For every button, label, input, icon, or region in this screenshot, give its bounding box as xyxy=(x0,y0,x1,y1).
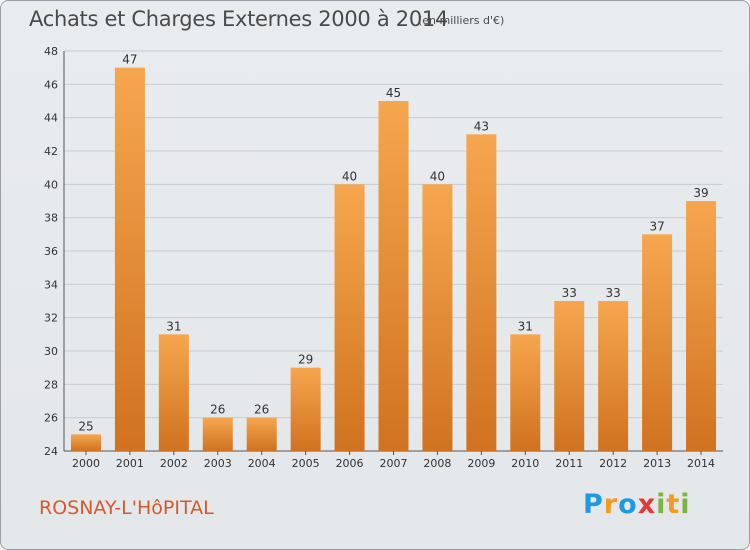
logo-letter: i xyxy=(680,489,691,520)
bar-2008 xyxy=(422,184,453,452)
logo-letter: i xyxy=(656,489,667,520)
x-tick-label-2014: 2014 xyxy=(687,457,715,470)
x-tick-label-2008: 2008 xyxy=(423,457,451,470)
data-label-2013: 37 xyxy=(649,219,664,233)
y-tick-label: 24 xyxy=(44,445,58,458)
bar-2004 xyxy=(246,417,277,451)
town-name: ROSNAY-L'HôPITAL xyxy=(39,497,214,519)
bar-2006 xyxy=(334,184,365,452)
bar-2013 xyxy=(642,234,673,451)
x-tick-label-2012: 2012 xyxy=(599,457,627,470)
y-tick-label: 28 xyxy=(44,378,58,391)
y-tick-label: 32 xyxy=(44,312,58,325)
proxiti-logo: Proxiti xyxy=(583,489,691,520)
data-label-2002: 31 xyxy=(166,319,181,333)
data-label-2003: 26 xyxy=(210,403,225,417)
bar-2010 xyxy=(510,334,541,451)
y-tick-label: 36 xyxy=(44,245,58,258)
logo-letter: P xyxy=(583,489,604,520)
data-label-2006: 40 xyxy=(342,169,357,183)
bar-2011 xyxy=(554,301,585,451)
y-tick-label: 48 xyxy=(44,45,58,58)
y-tick-label: 46 xyxy=(44,78,58,91)
x-tick-label-2003: 2003 xyxy=(204,457,232,470)
x-tick-label-2005: 2005 xyxy=(292,457,320,470)
x-axis: 2000 2001 2002 2003 2004 2005 2006 2007 2008 2009… xyxy=(72,451,715,470)
data-label-2007: 45 xyxy=(386,86,401,100)
chart-title: Achats et Charges Externes 2000 à 2014 xyxy=(29,7,449,31)
x-tick-label-2013: 2013 xyxy=(643,457,671,470)
x-tick-label-2007: 2007 xyxy=(380,457,408,470)
bars xyxy=(70,67,717,452)
x-tick-label-2009: 2009 xyxy=(467,457,495,470)
chart-unit: (en milliers d'€) xyxy=(418,14,505,27)
y-tick-label: 34 xyxy=(44,278,58,291)
x-tick-label-2001: 2001 xyxy=(116,457,144,470)
y-tick-label: 44 xyxy=(44,112,58,125)
logo-letter: x xyxy=(637,489,657,520)
bar-2005 xyxy=(290,367,321,451)
bar-2002 xyxy=(158,334,189,451)
bar-2003 xyxy=(202,417,233,451)
y-tick-label: 38 xyxy=(44,212,58,225)
logo-letter: t xyxy=(666,489,681,520)
bar-2012 xyxy=(598,301,629,451)
x-tick-label-2002: 2002 xyxy=(160,457,188,470)
bar-2001 xyxy=(114,67,145,452)
x-tick-label-2006: 2006 xyxy=(336,457,364,470)
data-labels: 25 47 31 26 26 29 40 45 40 43 31 33 33 37 39 xyxy=(78,53,708,434)
data-label-2005: 29 xyxy=(298,353,313,367)
bar-2014 xyxy=(686,201,717,451)
logo-letter: r xyxy=(603,489,619,520)
bar-2007 xyxy=(378,101,409,451)
x-tick-label-2011: 2011 xyxy=(555,457,583,470)
x-tick-label-2010: 2010 xyxy=(511,457,539,470)
data-label-2010: 31 xyxy=(518,319,533,333)
y-tick-label: 42 xyxy=(44,145,58,158)
bar-2009 xyxy=(466,134,497,452)
y-tick-label: 40 xyxy=(44,178,58,191)
bar-2000 xyxy=(70,434,101,451)
data-label-2014: 39 xyxy=(693,186,708,200)
x-tick-label-2004: 2004 xyxy=(248,457,276,470)
data-label-2009: 43 xyxy=(474,119,489,133)
data-label-2012: 33 xyxy=(606,286,621,300)
y-tick-label: 26 xyxy=(44,412,58,425)
logo-letter: o xyxy=(618,489,638,520)
data-label-2001: 47 xyxy=(122,53,137,67)
data-label-2008: 40 xyxy=(430,169,445,183)
data-label-2000: 25 xyxy=(78,419,93,433)
x-tick-label-2000: 2000 xyxy=(72,457,100,470)
data-label-2004: 26 xyxy=(254,403,269,417)
data-label-2011: 33 xyxy=(562,286,577,300)
y-tick-label: 30 xyxy=(44,345,58,358)
